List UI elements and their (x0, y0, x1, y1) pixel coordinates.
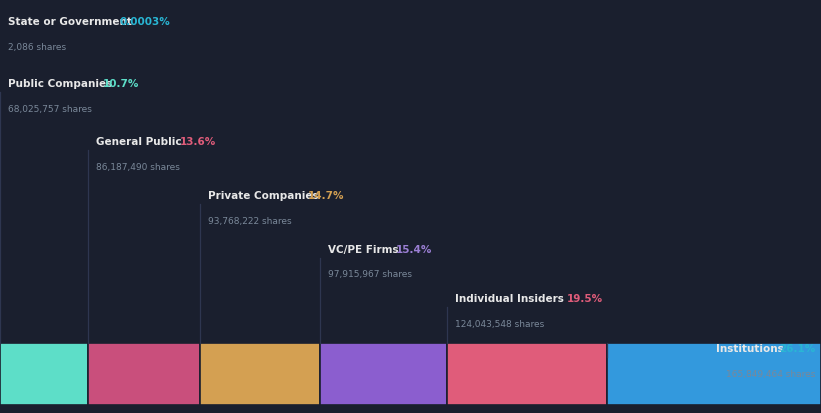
Text: Private Companies: Private Companies (208, 190, 322, 200)
Text: VC/PE Firms: VC/PE Firms (328, 244, 402, 254)
Text: 26.1%: 26.1% (779, 343, 815, 353)
Text: State or Government: State or Government (8, 17, 135, 27)
Text: 15.4%: 15.4% (396, 244, 432, 254)
Text: Institutions: Institutions (716, 343, 787, 353)
Bar (0, 343, 88, 405)
Text: 10.7%: 10.7% (103, 79, 140, 89)
Text: 0.0003%: 0.0003% (120, 17, 171, 27)
Text: 165,849,464 shares: 165,849,464 shares (726, 369, 815, 378)
Text: 86,187,490 shares: 86,187,490 shares (96, 162, 180, 171)
Text: 68,025,757 shares: 68,025,757 shares (8, 104, 92, 114)
Text: 14.7%: 14.7% (308, 190, 345, 200)
Text: 124,043,548 shares: 124,043,548 shares (455, 319, 544, 328)
Text: 93,768,222 shares: 93,768,222 shares (208, 216, 291, 225)
Text: 19.5%: 19.5% (566, 294, 603, 304)
Text: 97,915,967 shares: 97,915,967 shares (328, 270, 412, 279)
Bar (320, 343, 447, 405)
Text: 13.6%: 13.6% (180, 137, 216, 147)
Bar (200, 343, 320, 405)
Bar (88, 343, 200, 405)
Bar (447, 343, 607, 405)
Text: 2,086 shares: 2,086 shares (8, 43, 67, 52)
Text: General Public: General Public (96, 137, 186, 147)
Text: Public Companies: Public Companies (8, 79, 116, 89)
Text: Individual Insiders: Individual Insiders (455, 294, 567, 304)
Bar (607, 343, 821, 405)
